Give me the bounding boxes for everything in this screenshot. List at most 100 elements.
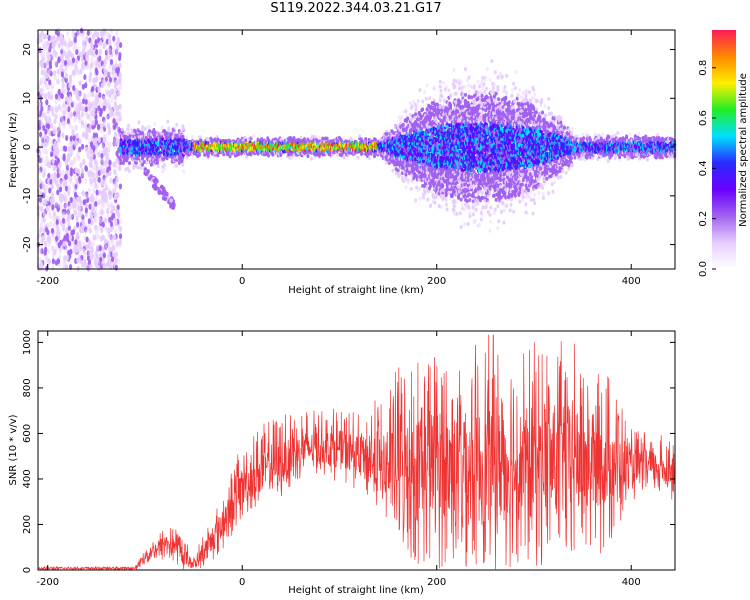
spectrogram-cell (42, 33, 46, 40)
spectrogram-cell (177, 160, 181, 165)
spectrogram-cell (65, 30, 70, 37)
spectrogram-cell (57, 232, 61, 239)
spectrogram-cell (114, 217, 118, 224)
spectrogram-cell (49, 106, 53, 113)
spectrogram-cell (60, 145, 64, 152)
spectrogram-cell (91, 50, 95, 57)
spectrogram-cell (64, 174, 68, 181)
spectrogram-cell (60, 87, 64, 94)
spectrogram-cell (115, 110, 119, 117)
spectrogram-cell (82, 245, 86, 252)
spectrogram-cell (66, 186, 71, 193)
spectrogram-cell (126, 127, 130, 132)
spectrogram-cell (62, 225, 66, 232)
spectrogram-cell (100, 204, 104, 211)
spectrogram-cell (102, 252, 107, 259)
spectrogram-cell (109, 220, 114, 227)
spectrogram-cell (56, 189, 60, 196)
spectrogram-cell (63, 255, 67, 262)
spectrogram-cell (54, 93, 59, 100)
spectrogram-cell (48, 213, 52, 220)
spectrogram-cell (62, 50, 66, 57)
spectrogram-cell (61, 169, 65, 176)
spectrogram-cell (56, 178, 60, 185)
spectrogram-cell (42, 216, 46, 223)
spectrogram-cell (118, 242, 122, 249)
spectrogram-cell (67, 225, 71, 232)
spectrogram-cell (74, 239, 78, 246)
spectrogram-cell (309, 156, 313, 161)
spectrogram-cell (127, 169, 131, 174)
spectrogram-cell (79, 162, 83, 169)
spectrogram-cell (61, 77, 65, 84)
spectrogram-cell (106, 113, 110, 120)
spectrogram-cell (81, 219, 86, 226)
spectrogram-cell (97, 137, 101, 144)
spectrogram-cell (53, 69, 57, 76)
spectrogram-cell (96, 260, 100, 267)
spectrogram-cell (71, 202, 76, 209)
spectrogram-cell (216, 137, 220, 142)
spectrogram-cell (101, 198, 105, 205)
spectrogram-cell (117, 90, 121, 97)
spectrogram-cell (89, 116, 93, 123)
spectrogram-cell (271, 152, 275, 157)
spectrogram-cell (48, 117, 52, 124)
spectrogram-cell (92, 145, 96, 152)
spectrogram-cell (102, 168, 107, 175)
spectrogram-cell (57, 166, 62, 173)
spectrogram-cell (83, 123, 87, 130)
spectrogram-cell (400, 114, 404, 119)
spectrogram-cell (123, 130, 127, 135)
spectrogram-cell (107, 100, 111, 107)
spectrogram-cell (414, 198, 418, 203)
spectrogram-cell (68, 74, 73, 81)
spectrogram-cell (102, 95, 106, 102)
spectrogram-cell (407, 180, 411, 185)
spectrogram-cell (79, 27, 84, 34)
spectrogram-cell (402, 127, 406, 132)
spectrogram-cell (47, 123, 51, 130)
spectrogram-cell (62, 103, 67, 110)
spectrogram-cell (86, 92, 91, 99)
spectrogram-cell (94, 234, 98, 241)
spectrogram-cell (86, 153, 91, 160)
spectrogram-cell (106, 98, 110, 105)
spectrogram-cell (46, 222, 50, 229)
spectrogram-cell (396, 124, 400, 129)
spectrogram-cell (52, 35, 56, 42)
spectrogram-cell (373, 137, 377, 142)
spectrogram-cell (67, 205, 71, 212)
spectrogram-cell (65, 232, 69, 239)
spectrogram-cell (88, 124, 92, 131)
spectrogram-cell (38, 248, 42, 255)
spectrogram-cell (100, 227, 104, 234)
spectrogram-cell (66, 211, 70, 218)
spectrogram-cell (52, 232, 56, 239)
spectrogram-cell (414, 112, 418, 117)
spectrogram-cell (75, 87, 79, 94)
spectrogram-cell (53, 118, 57, 125)
spectrogram-cell (104, 146, 109, 153)
spectrogram-cell (51, 196, 55, 203)
spectrogram-cell (385, 160, 389, 165)
spectrogram-cell (408, 100, 412, 105)
spectrogram-cell (50, 122, 54, 129)
spectrogram-cell (84, 165, 89, 172)
spectrogram-cell (99, 216, 103, 223)
spectrogram-cell (102, 167, 106, 174)
spectrogram-cell (98, 48, 102, 55)
spectrogram-cell (43, 198, 47, 205)
spectrogram-cell (47, 54, 51, 61)
spectrogram-cell (72, 45, 76, 52)
spectrogram-cell (76, 168, 81, 175)
spectrogram-cell (94, 77, 98, 84)
spectrogram-cell (54, 113, 58, 120)
spectrogram-cell (48, 204, 52, 211)
spectrogram-cell (190, 134, 194, 139)
spectrogram-cell (95, 69, 99, 76)
spectrogram-cell (113, 101, 117, 108)
spectrogram-cell (406, 116, 410, 121)
spectrogram-cell (38, 124, 42, 131)
spectrogram-cell (38, 169, 42, 176)
